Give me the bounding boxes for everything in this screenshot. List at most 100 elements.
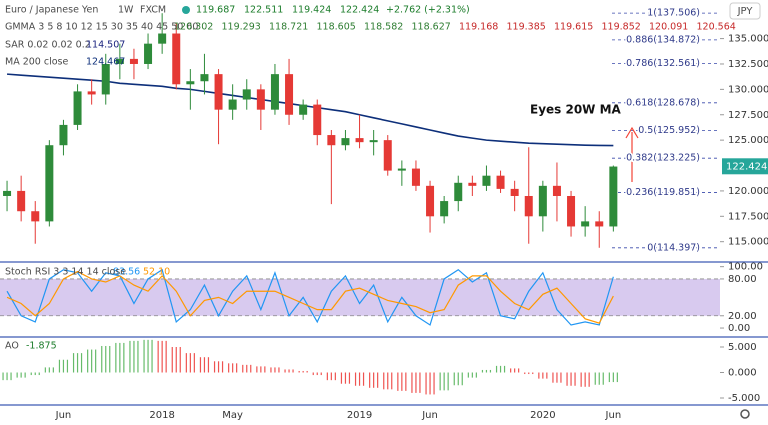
indicator-value: 118.627 — [412, 22, 451, 33]
fib-label: 0.5(125.952) — [638, 125, 700, 136]
price-tag — [722, 158, 768, 175]
indicator-label: MA 200 close — [5, 57, 68, 68]
y-tick-label: 130.000 — [728, 84, 768, 95]
stoch-line — [6, 268, 614, 326]
y-tick-label: 0.00 — [728, 323, 750, 334]
indicator-value: 118.582 — [364, 22, 403, 33]
source: FXCM — [140, 5, 166, 16]
candle-body — [468, 182, 477, 186]
fib-label: 0.236(119.851) — [626, 187, 700, 198]
candle-body — [567, 195, 576, 227]
currency-box — [729, 2, 761, 20]
fib-label: 0.886(134.872) — [626, 34, 700, 45]
currency: JPY — [737, 6, 754, 17]
fib-label: 0.786(132.561) — [626, 58, 700, 69]
x-tick-label: May — [222, 410, 243, 421]
candle-body — [17, 190, 26, 212]
candle-body — [242, 89, 251, 100]
candle-body — [59, 124, 68, 146]
x-tick-label: Jun — [55, 410, 72, 421]
candle-body — [581, 221, 590, 227]
x-tick-label: Jun — [421, 410, 438, 421]
fib-label: 0(114.397) — [647, 242, 700, 253]
y-tick-label: 0.000 — [728, 368, 757, 379]
candle-body — [538, 185, 547, 217]
ohlc-value: 119.687 — [196, 5, 235, 16]
indicator-value: 119.385 — [507, 22, 546, 33]
y-tick-label: 115.000 — [728, 237, 768, 248]
stoch-value: 52.10 — [143, 267, 170, 278]
y-tick-label: 127.500 — [728, 110, 768, 121]
settings-icon[interactable] — [740, 409, 750, 419]
candle-body — [270, 74, 279, 110]
change: +2.762 (+2.31%) — [386, 5, 470, 16]
candle-body — [327, 135, 336, 146]
x-tick-label: 2020 — [530, 410, 555, 421]
candle-body — [595, 221, 604, 227]
ao-value: -1.875 — [26, 341, 57, 352]
indicator-value: 120.302 — [174, 22, 213, 33]
indicator-value: 119.293 — [222, 22, 261, 33]
y-tick-label: 135.000 — [728, 34, 768, 45]
candle-body — [609, 166, 618, 227]
candle-body — [172, 33, 181, 85]
candle-body — [397, 168, 406, 171]
candle-body — [256, 89, 265, 110]
interval: 1W — [118, 5, 134, 16]
plot-layer — [0, 12, 720, 395]
candle-body — [45, 145, 54, 222]
candle-body — [228, 99, 237, 110]
price-tag-label: 122.424 — [726, 161, 767, 172]
candle-body — [411, 168, 420, 186]
candle-body — [200, 74, 209, 82]
candle-body — [383, 140, 392, 171]
fib-label: 0.618(128.678) — [626, 97, 700, 108]
candle-body — [454, 182, 463, 202]
y-tick-label: 5.000 — [728, 342, 757, 353]
ohlc-value: 119.424 — [292, 5, 331, 16]
candle-body — [115, 58, 124, 64]
candle-body — [186, 81, 195, 85]
y-tick-label: 20.00 — [728, 311, 757, 322]
candle-body — [285, 74, 294, 115]
x-tick-label: 2018 — [149, 410, 174, 421]
candle-body — [496, 175, 505, 189]
indicator-value: 124.467 — [86, 57, 125, 68]
arrow-head — [625, 126, 639, 139]
indicator-value: 118.605 — [317, 22, 356, 33]
stoch-line — [6, 270, 614, 324]
candle-body — [101, 63, 110, 95]
stoch-band — [0, 278, 720, 316]
candle-body — [129, 58, 138, 64]
candle-body — [87, 91, 96, 95]
indicator-value: 120.091 — [649, 22, 688, 33]
status-dot — [182, 6, 190, 14]
candle-body — [144, 43, 153, 64]
indicator-label: GMMA 3 5 8 10 12 15 30 35 40 45 50 60 — [5, 22, 198, 33]
annotation: Eyes 20W MA — [530, 103, 622, 117]
candle-body — [158, 33, 167, 44]
y-tick-label: 80.00 — [728, 274, 757, 285]
x-tick-label: Jun — [605, 410, 622, 421]
fib-label: 0.382(123.225) — [626, 153, 700, 164]
candle-body — [524, 195, 533, 217]
candle-body — [426, 185, 435, 217]
candle-body — [73, 91, 82, 125]
indicator-label: SAR 0.02 0.02 0.2 — [5, 40, 91, 51]
candle-body — [369, 140, 378, 143]
candle-body — [3, 190, 12, 196]
candle-body — [552, 185, 561, 196]
candle-body — [355, 138, 364, 143]
indicator-value: 118.721 — [269, 22, 308, 33]
candle-body — [482, 175, 491, 186]
stoch-value: 83.56 — [113, 267, 140, 278]
candle-body — [313, 104, 322, 136]
y-tick-label: 117.500 — [728, 211, 768, 222]
y-tick-label: 120.000 — [728, 186, 768, 197]
indicator-value: 119.615 — [554, 22, 593, 33]
y-tick-label: 132.500 — [728, 59, 768, 70]
candle-body — [440, 201, 449, 217]
candle-body — [214, 74, 223, 110]
